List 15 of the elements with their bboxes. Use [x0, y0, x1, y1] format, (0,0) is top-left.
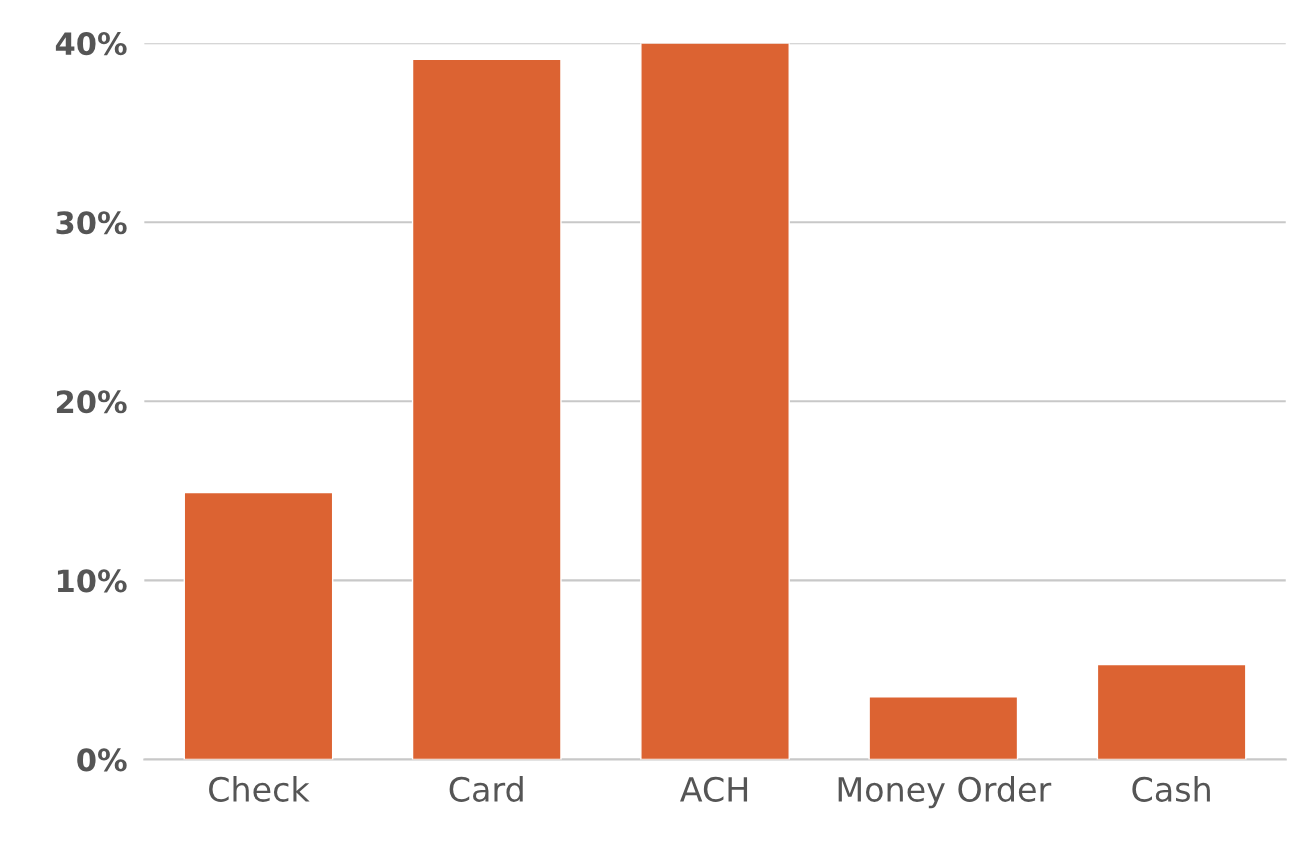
y-tick-label: 10% — [57, 569, 127, 593]
bar — [411, 58, 562, 760]
y-tick-label: 0% — [77, 748, 127, 772]
y-tick-label: 20% — [56, 390, 127, 414]
bar — [868, 696, 1019, 760]
bar — [1096, 663, 1247, 760]
x-tick-label: Money Order — [838, 776, 1052, 809]
y-tick-label: 40% — [55, 32, 127, 56]
y-tick-label: 30% — [56, 211, 127, 235]
x-tick-label: Cash — [1132, 776, 1210, 802]
x-tick-label: ACH — [680, 776, 748, 802]
bar — [640, 43, 790, 760]
x-tick-label: Card — [449, 776, 523, 802]
bar — [183, 491, 334, 760]
x-tick-label: Check — [209, 776, 310, 802]
